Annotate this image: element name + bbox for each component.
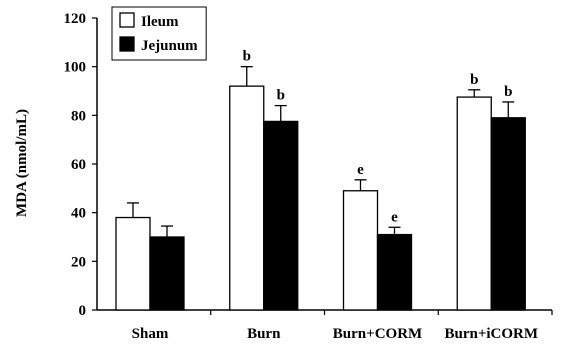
bar-jejunum-3 — [490, 117, 526, 311]
bar-ileum-2 — [342, 190, 379, 311]
significance-label: e — [391, 209, 398, 225]
y-tick-label: 80 — [71, 108, 86, 124]
bar-ileum-0 — [115, 216, 151, 311]
x-tick-label: Sham — [132, 326, 169, 342]
x-tick-label: Burn — [247, 326, 281, 342]
y-tick-label: 40 — [71, 206, 86, 222]
x-tick-labels: Sham Burn Burn+CORM Burn+iCORM — [132, 326, 538, 342]
legend-label: Ileum — [141, 14, 179, 30]
y-axis-label: MDA (nmol/mL) — [14, 109, 30, 217]
y-tick-label: 120 — [64, 11, 87, 27]
legend-swatch — [119, 36, 135, 52]
y-tick-label: 20 — [71, 254, 86, 270]
error-bars — [127, 66, 515, 237]
x-tick-label: Burn+CORM — [333, 326, 422, 342]
data-labels: b b e e b b — [243, 49, 513, 226]
significance-label: b — [470, 72, 478, 88]
bar-jejunum-2 — [376, 233, 413, 311]
bar-jejunum-1 — [263, 120, 299, 311]
y-ticks: 0 20 40 60 80 100 120 — [64, 11, 97, 319]
significance-label: b — [277, 88, 285, 104]
y-tick-label: 60 — [71, 157, 86, 173]
y-tick-label: 100 — [64, 60, 87, 76]
bar-ileum-3 — [456, 96, 492, 311]
bar-jejunum-0 — [149, 236, 185, 311]
legend: Ileum Jejunum — [111, 6, 207, 61]
significance-label: b — [504, 84, 512, 100]
y-tick-label: 0 — [79, 303, 87, 319]
legend-swatch — [119, 12, 135, 28]
legend-label: Jejunum — [141, 38, 198, 54]
significance-label: e — [357, 162, 364, 178]
significance-label: b — [243, 49, 251, 65]
bars — [115, 85, 526, 311]
legend-frame — [111, 6, 207, 61]
x-tick-label: Burn+iCORM — [444, 326, 538, 342]
bar-ileum-1 — [229, 85, 265, 311]
